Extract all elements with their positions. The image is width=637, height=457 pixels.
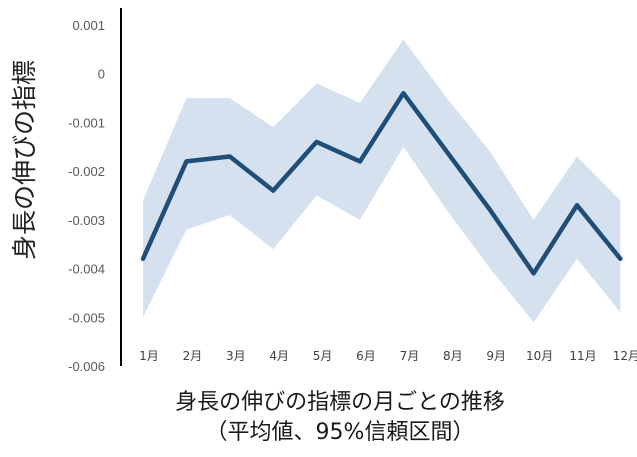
x-axis-ticks: 1月 2月 3月 4月 5月 6月 7月 8月 9月 10月 11月 12月 <box>139 349 637 363</box>
y-tick-label: -0.002 <box>68 164 105 179</box>
y-tick-label: 0.001 <box>72 18 105 33</box>
y-axis-ticks: 0.001 0 -0.001 -0.002 -0.003 -0.004 -0.005 -0.0… <box>68 18 105 374</box>
x-tick-label: 4月 <box>269 349 289 363</box>
y-tick-label: 0 <box>98 67 105 82</box>
x-tick-label: 2月 <box>183 349 203 363</box>
x-tick-label: 5月 <box>313 349 333 363</box>
x-tick-label: 10月 <box>526 349 553 363</box>
x-tick-label: 9月 <box>486 349 506 363</box>
y-axis-label: 身長の伸びの指標 <box>10 60 39 260</box>
y-tick-label: -0.006 <box>68 359 105 374</box>
svg-text:身長の伸びの指標: 身長の伸びの指標 <box>10 60 39 260</box>
y-tick-label: -0.003 <box>68 213 105 228</box>
x-tick-label: 1月 <box>139 349 159 363</box>
x-tick-label: 7月 <box>400 349 420 363</box>
confidence-band <box>143 39 621 323</box>
x-tick-label: 12月 <box>613 349 637 363</box>
y-tick-label: -0.005 <box>68 310 105 325</box>
chart-subtitle: （平均値、95%信頼区間） <box>205 420 475 445</box>
x-tick-label: 8月 <box>443 349 463 363</box>
x-tick-label: 3月 <box>226 349 246 363</box>
y-tick-label: -0.004 <box>68 262 105 277</box>
chart-title: 身長の伸びの指標の月ごとの推移 <box>175 390 505 415</box>
y-tick-label: -0.001 <box>68 115 105 130</box>
x-tick-label: 11月 <box>569 349 596 363</box>
mean-line <box>140 90 623 276</box>
x-tick-label: 6月 <box>356 349 376 363</box>
